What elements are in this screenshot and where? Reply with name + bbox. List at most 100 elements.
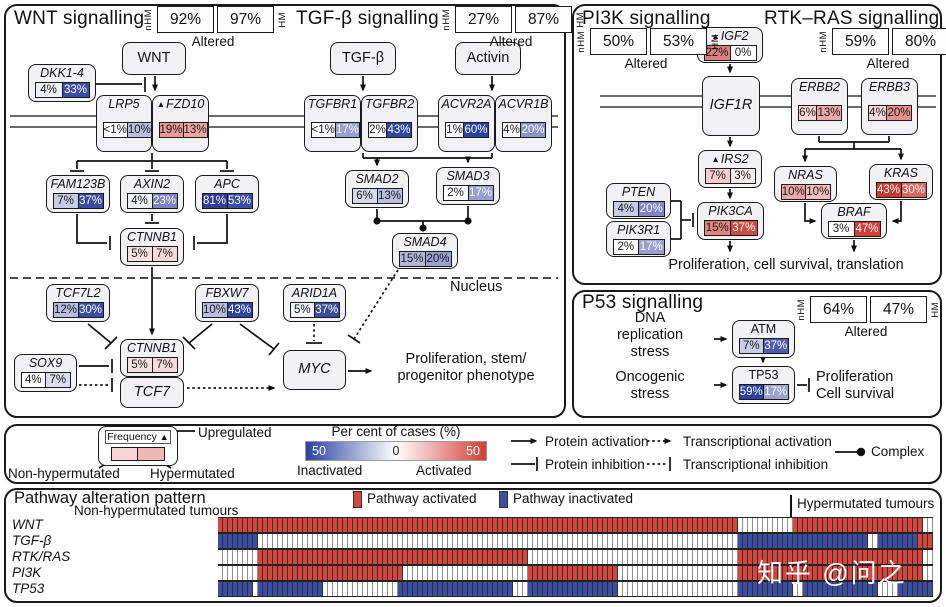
nhm-altered-value-pi3k: 50%: [590, 28, 647, 55]
nhm-percent-cell: 5%: [126, 356, 153, 373]
nhm-altered-value-wnt: 92%: [157, 6, 214, 33]
hm-altered-value-p53: 47%: [870, 296, 927, 323]
hypermutated-label: Hypermutated: [150, 466, 235, 481]
gene-box-kras: KRAS 43% 30%: [869, 164, 933, 200]
gene-name: PIK3CA: [708, 204, 753, 218]
heatmap-segment: [403, 566, 528, 580]
gene-name: MYC: [298, 361, 331, 378]
gene-box-igf1r: IGF1R: [702, 76, 760, 136]
gene-box-sox9: SOX9 4% 7%: [14, 354, 77, 392]
gene-box-fzd10: ▲FZD10 19% 13%: [152, 95, 209, 152]
gene-name: TCF7: [133, 383, 171, 400]
hm-percent-cell: 13%: [183, 121, 208, 138]
hm-percent-cell: 13%: [817, 104, 842, 121]
heatmap-segment: [793, 582, 803, 596]
hm-percent-cell: 10%: [806, 183, 831, 200]
heatmap-segment: [218, 534, 258, 548]
gene-box-fam123b: FAM123B 7% 37%: [46, 175, 110, 213]
non-hypermutated-label: Non-hypermutated: [8, 466, 120, 481]
nucleus-label: Nucleus: [450, 279, 503, 295]
heatmap-segment: [218, 550, 258, 564]
gene-name: ▲FZD10: [156, 97, 205, 111]
gene-name: ERBB2: [799, 80, 840, 94]
altered-caption: Altered: [489, 34, 533, 49]
nhm-percent-cell: 43%: [875, 181, 902, 198]
frequency-cell-hypermutated: [138, 447, 165, 461]
heatmap-segment: [528, 566, 618, 580]
inactivated-label: Inactivated: [297, 463, 363, 478]
percent-cases-gradient-bar: 50 0 50: [305, 441, 487, 461]
nhm-rotated-label: nHM: [441, 8, 452, 31]
wnt-outcome-label: Proliferation, stem/ progenitor phenotyp…: [397, 351, 535, 385]
gene-name: PIK3R1: [616, 223, 661, 237]
heatmap-segment: [868, 534, 878, 548]
gene-name: ARID1A: [291, 286, 338, 300]
gene-name: CTNNB1: [126, 230, 177, 244]
hm-altered-value-wnt: 97%: [217, 6, 274, 33]
wnt-title: WNT signalling: [14, 8, 145, 29]
nhm-altered-value-rtkras: 59%: [832, 28, 889, 55]
gene-box-apc: APC 81% 53%: [195, 175, 259, 213]
p53-title: P53 signalling: [582, 292, 704, 313]
gene-name: WNT: [137, 49, 171, 66]
heatmap-segment: [258, 582, 323, 596]
nhm-percent-cell: 5%: [289, 301, 315, 318]
heatmap-row-PI3K: [218, 565, 933, 581]
heatmap-segment: [398, 582, 513, 596]
gene-box-braf: BRAF 3% 47%: [821, 203, 887, 239]
nhm-percent-cell: 5%: [126, 245, 153, 262]
hm-percent-cell: 7%: [152, 356, 178, 373]
watermark: 知乎 @问之: [757, 558, 907, 588]
gene-name: PTEN: [621, 185, 656, 199]
heatmap-row-TP53: [218, 581, 933, 597]
pi3k-outcome-label: Proliferation, cell survival, translatio…: [668, 257, 904, 273]
gene-box-irs2: ▲IRS2 7% 3%: [698, 150, 762, 188]
gene-box-arid1a: ARID1A 5% 37%: [283, 284, 346, 322]
nhm-percent-cell: 7%: [52, 192, 79, 209]
hm-percent-cell: 23%: [152, 192, 178, 209]
heatmap-segment: [738, 582, 793, 596]
heatmap-segment: [528, 582, 618, 596]
gene-name: ATM: [750, 322, 777, 336]
hm-percent-cell: 20%: [887, 104, 912, 121]
nhm-percent-cell: 81%: [201, 192, 228, 209]
hm-percent-cell: 3%: [730, 167, 756, 184]
nhm-percent-cell: 4%: [126, 192, 153, 209]
nhm-rotated-label: nHM: [143, 8, 154, 31]
hm-percent-cell: 7%: [152, 245, 178, 262]
heatmap-segment: [898, 582, 933, 596]
heatmap-segment: [258, 566, 403, 580]
gene-name: TGFBR2: [364, 97, 415, 111]
hm-percent-cell: 37%: [78, 192, 104, 209]
hm-altered-value-pi3k: 53%: [650, 28, 707, 55]
heatmap-segment: [738, 534, 793, 548]
heatmap-row-TGF-β: [218, 533, 933, 549]
gradient-right-value: 50: [466, 444, 480, 458]
gene-box-smad2: SMAD2 6% 13%: [345, 170, 409, 208]
hm-altered-value-rtkras: 80%: [892, 28, 946, 55]
heatmap-row-RTK/RAS: [218, 549, 933, 565]
gene-box-smad4: SMAD4 15% 20%: [392, 233, 458, 269]
gene-name: CTNNB1: [126, 341, 177, 355]
nhm-percent-cell: 7%: [704, 167, 731, 184]
nhm-percent-cell: 12%: [52, 301, 79, 318]
gene-name: ▲IRS2: [711, 152, 749, 166]
heatmap-segment: [738, 566, 923, 580]
gene-name: SMAD3: [446, 169, 490, 183]
nhm-percent-cell: 1%: [444, 121, 465, 138]
upregulated-triangle-icon: ▲: [711, 154, 720, 164]
hm-altered-value-tgfb: 87%: [515, 6, 572, 33]
gene-name: SOX9: [28, 356, 63, 370]
hm-percent-cell: 10%: [127, 121, 152, 138]
gene-name: DKK1-4: [40, 66, 84, 80]
hm-percent-cell: 30%: [78, 301, 104, 318]
heatmap-segment: [258, 534, 738, 548]
hm-percent-cell: 53%: [227, 192, 253, 209]
heatmap-row-label-TP53: TP53: [12, 581, 45, 596]
nhm-percent-cell: 19%: [158, 121, 184, 138]
gene-name: AXIN2: [133, 177, 171, 191]
rtkras-title: RTK–RAS signalling: [764, 8, 940, 29]
complex-label: Complex: [871, 444, 925, 459]
gene-name: SMAD4: [403, 235, 447, 249]
